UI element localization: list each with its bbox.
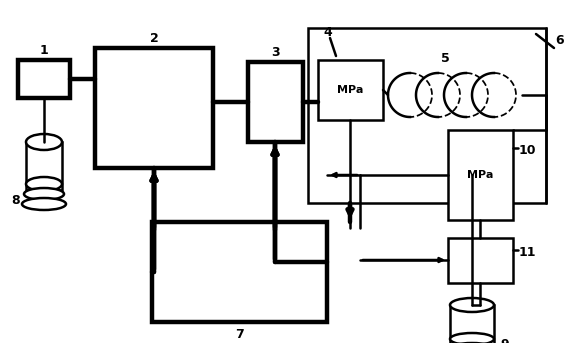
Text: 7: 7 bbox=[235, 328, 244, 341]
Bar bbox=[448, 238, 513, 283]
Ellipse shape bbox=[26, 134, 62, 150]
Text: 8: 8 bbox=[11, 193, 20, 206]
Bar bbox=[308, 28, 546, 203]
Text: 10: 10 bbox=[519, 143, 537, 156]
Text: 9: 9 bbox=[500, 339, 509, 343]
Ellipse shape bbox=[24, 188, 64, 200]
Bar bbox=[318, 60, 383, 120]
Text: 3: 3 bbox=[271, 46, 280, 59]
Bar bbox=[18, 60, 70, 98]
Bar bbox=[152, 222, 327, 322]
Ellipse shape bbox=[26, 177, 62, 191]
Text: 4: 4 bbox=[324, 25, 332, 38]
Text: 2: 2 bbox=[149, 32, 158, 45]
Text: MPa: MPa bbox=[337, 85, 364, 95]
Bar bbox=[248, 62, 303, 142]
Text: 5: 5 bbox=[440, 52, 449, 66]
Text: 6: 6 bbox=[556, 34, 564, 47]
Ellipse shape bbox=[22, 198, 66, 210]
Text: MPa: MPa bbox=[468, 170, 494, 180]
Text: 1: 1 bbox=[40, 44, 48, 57]
Ellipse shape bbox=[450, 333, 494, 343]
Ellipse shape bbox=[450, 298, 494, 312]
Text: 11: 11 bbox=[519, 246, 537, 259]
Bar bbox=[95, 48, 213, 168]
Bar bbox=[26, 142, 62, 190]
Bar bbox=[450, 305, 494, 343]
Bar bbox=[448, 130, 513, 220]
